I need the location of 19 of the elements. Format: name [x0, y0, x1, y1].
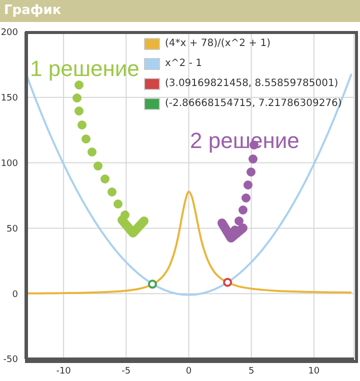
y-tick-label: -50 [3, 355, 18, 366]
y-tick-label: 200 [0, 28, 18, 38]
line-series [26, 190, 352, 294]
y-tick-label: 50 [6, 224, 18, 234]
y-tick-label: 0 [12, 290, 18, 300]
x-tick-label: 0 [186, 366, 192, 376]
legend-label: (3.09169821458, 8.55859785001) [165, 77, 338, 91]
annotation: 1 решение [30, 56, 140, 82]
legend-label: (4*x + 78)/(x^2 + 1) [165, 37, 270, 51]
x-tick-label: 5 [248, 366, 254, 376]
x-tick-label: -5 [122, 366, 131, 376]
x-tick-label: -10 [56, 366, 72, 376]
chart-title: График [0, 0, 360, 22]
y-tick-label: 100 [0, 158, 18, 169]
legend-label: x^2 - 1 [165, 57, 202, 71]
x-tick-label: 10 [308, 366, 320, 376]
y-tick-label: 150 [0, 94, 18, 104]
legend-label: (-2.86668154715, 7.21786309276) [165, 97, 342, 111]
annotation: 2 решение [190, 128, 300, 154]
